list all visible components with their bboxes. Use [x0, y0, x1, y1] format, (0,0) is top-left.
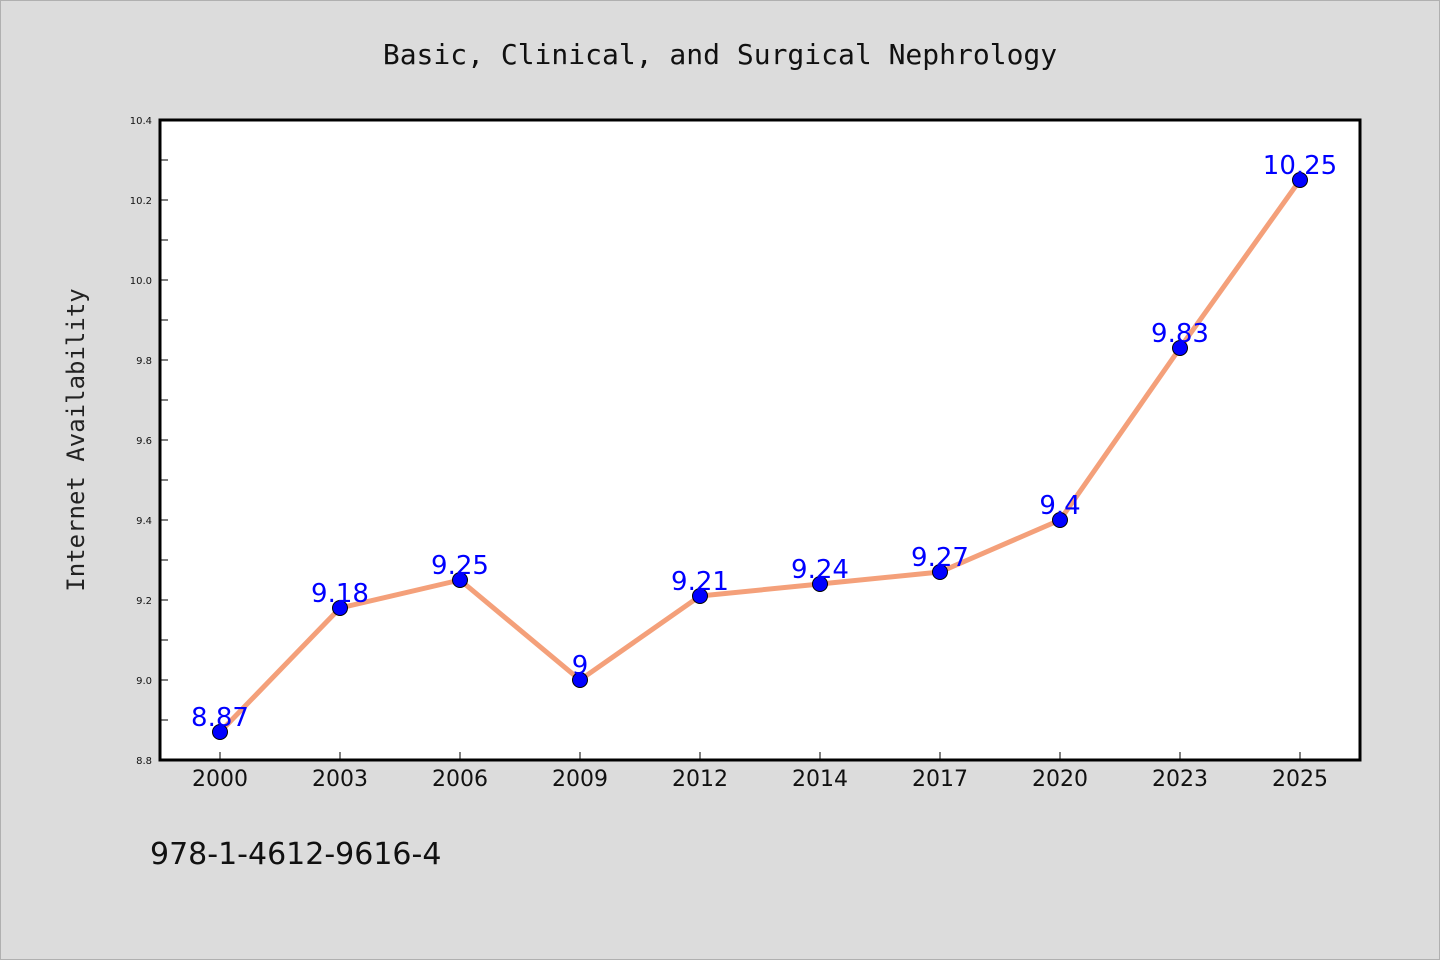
- chart-title: Basic, Clinical, and Surgical Nephrology: [383, 38, 1057, 71]
- data-point: [1052, 512, 1068, 528]
- data-point: [212, 724, 228, 740]
- x-tick-label: 2014: [792, 767, 848, 792]
- x-tick-label: 2023: [1152, 767, 1208, 792]
- data-point: [1292, 172, 1308, 188]
- x-tick-label: 2000: [192, 767, 248, 792]
- data-label: 9.25: [431, 551, 489, 581]
- data-point: [332, 600, 348, 616]
- y-axis-label: Internet Availability: [62, 288, 90, 591]
- data-point: [572, 672, 588, 688]
- data-label: 9.24: [791, 555, 849, 585]
- data-label: 9.27: [911, 543, 969, 573]
- data-label: 9.18: [311, 579, 369, 609]
- y-tick-label: 9.2: [136, 596, 152, 607]
- data-point: [932, 564, 948, 580]
- data-label: 9.83: [1151, 319, 1209, 349]
- data-label: 10.25: [1263, 151, 1337, 181]
- y-tick-label: 9.6: [136, 436, 152, 447]
- y-tick-label: 9.8: [136, 356, 152, 367]
- x-tick-label: 2017: [912, 767, 968, 792]
- x-tick-label: 2009: [552, 767, 608, 792]
- y-tick-label: 10.4: [130, 116, 152, 127]
- data-label: 9.4: [1039, 491, 1080, 521]
- x-tick-label: 2025: [1272, 767, 1328, 792]
- plot-area: [158, 118, 1362, 762]
- y-tick-label: 9.4: [136, 516, 152, 527]
- data-point: [452, 572, 468, 588]
- data-point: [1172, 340, 1188, 356]
- data-label: 8.87: [191, 703, 249, 733]
- y-tick-label: 10.0: [130, 276, 152, 287]
- x-tick-label: 2020: [1032, 767, 1088, 792]
- y-tick-label: 8.8: [136, 756, 152, 767]
- series-line: [217, 177, 1303, 735]
- x-tick-label: 2006: [432, 767, 488, 792]
- series-layer: 8.87 9.18 9.25 9 9.21 9.24 9.27 9.4 9.83 10.25: [191, 151, 1337, 740]
- data-point: [812, 576, 828, 592]
- y-axis-ticks: 8.8 9.0 9.2 9.4 9.6 9.8 10.0 10.2 10.4: [130, 116, 168, 767]
- isbn-footer: 978-1-4612-9616-4: [150, 837, 441, 872]
- data-label: 9: [572, 651, 589, 681]
- data-label: 9.21: [671, 567, 729, 597]
- y-tick-label: 10.2: [130, 196, 152, 207]
- x-tick-label: 2012: [672, 767, 728, 792]
- x-tick-label: 2003: [312, 767, 368, 792]
- data-point: [692, 588, 708, 604]
- x-axis-ticks: 2000 2003 2006 2009 2012 2014 2017 2020 2023 2025: [192, 752, 1328, 792]
- y-tick-label: 9.0: [136, 676, 152, 687]
